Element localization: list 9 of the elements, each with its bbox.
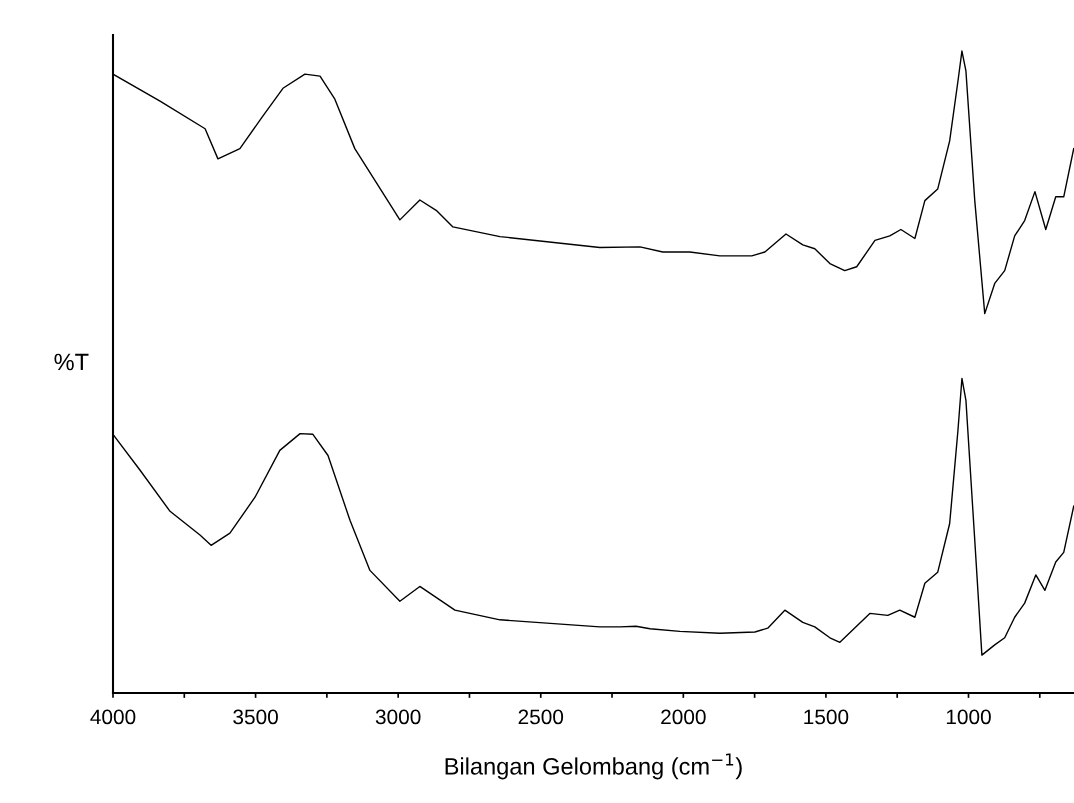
- x-tick-label: 3500: [233, 709, 278, 725]
- y-axis-title: %T: [54, 353, 89, 371]
- x-tick-label: 3000: [375, 709, 421, 725]
- x-tick-label: 2500: [518, 709, 564, 725]
- x-tick-label: 1500: [804, 709, 849, 725]
- x-axis-title: Bilangan Gelombang (cm$^{−1}$): [445, 753, 742, 780]
- x-tick-label: 1000: [946, 709, 991, 725]
- x-tick-label: 2000: [661, 709, 706, 725]
- x-tick-label: 4000: [90, 709, 136, 725]
